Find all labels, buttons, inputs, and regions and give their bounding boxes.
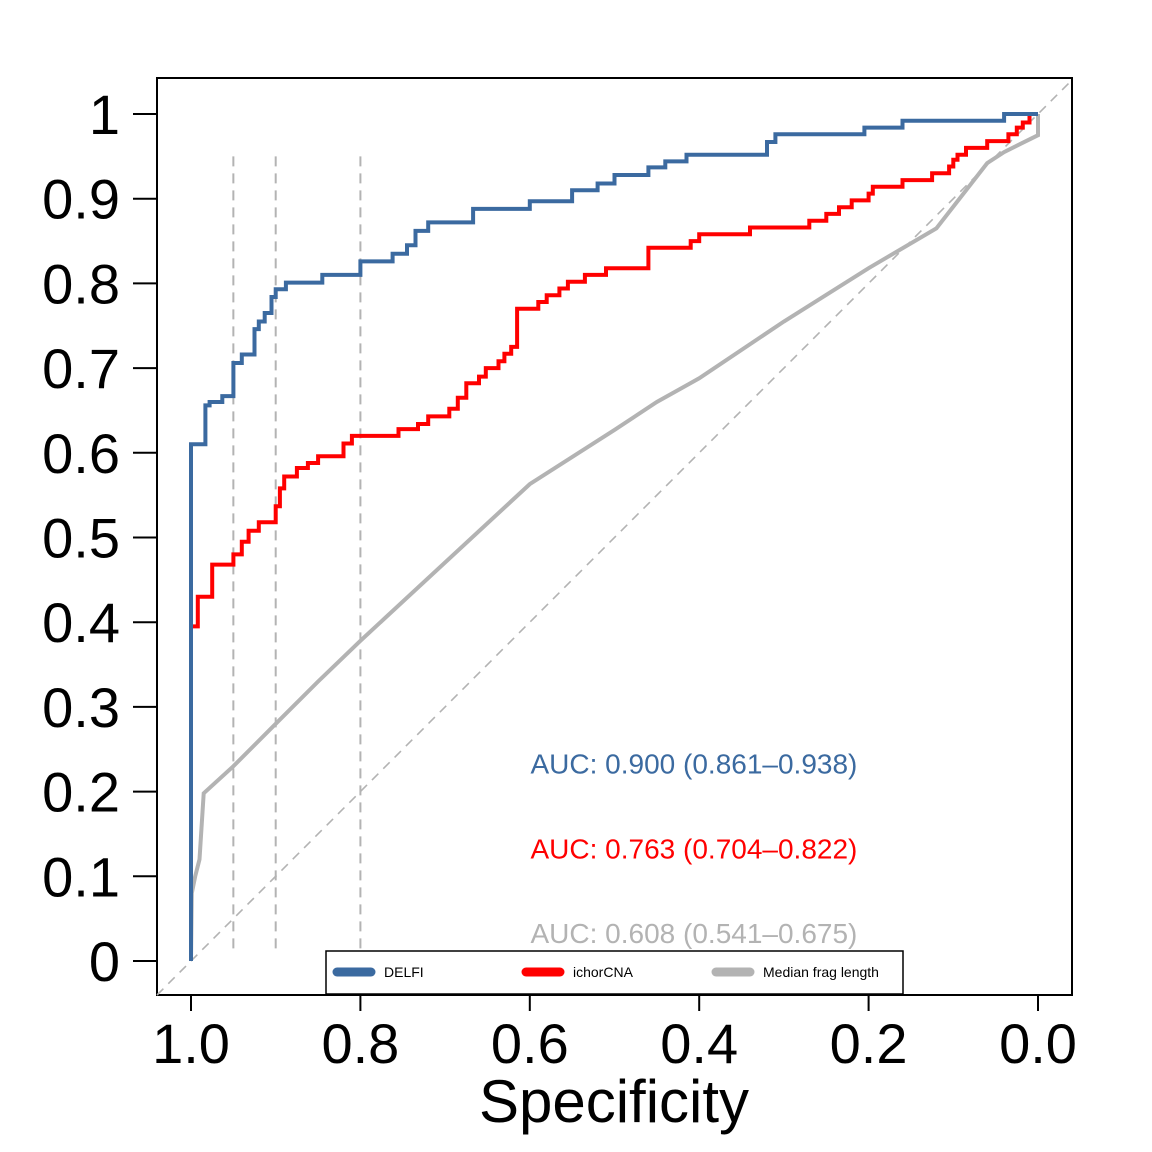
legend-label-1: ichorCNA (573, 964, 634, 980)
y-tick-label-7: 0.7 (42, 337, 120, 400)
x-tick-label-0: 1.0 (152, 1012, 230, 1075)
x-tick-label-1: 0.8 (321, 1012, 399, 1075)
x-axis-title: Specificity (479, 1068, 749, 1135)
y-tick-label-9: 0.9 (42, 168, 120, 231)
auc-annotations: AUC: 0.900 (0.861–0.938) AUC: 0.763 (0.70… (531, 749, 858, 949)
y-axis: 0 0.1 0.2 0.3 0.4 0.5 0.6 0.7 0.8 0.9 1 (42, 83, 158, 993)
legend-box (325, 950, 904, 995)
y-tick-label-5: 0.5 (42, 507, 120, 570)
auc-annotation-1: AUC: 0.763 (0.704–0.822) (531, 833, 858, 864)
y-tick-label-6: 0.6 (42, 422, 120, 485)
auc-annotation-2: AUC: 0.608 (0.541–0.675) (531, 918, 858, 949)
series-line-2 (189, 114, 1040, 962)
series-line-0 (189, 112, 1038, 961)
series-line-1 (189, 112, 1038, 961)
x-tick-label-4: 0.2 (830, 1012, 908, 1075)
x-tick-label-5: 0.0 (999, 1012, 1077, 1075)
auc-annotation-0: AUC: 0.900 (0.861–0.938) (531, 749, 858, 780)
y-tick-label-3: 0.3 (42, 676, 120, 739)
y-tick-label-2: 0.2 (42, 761, 120, 824)
y-tick-label-10: 1 (89, 83, 120, 146)
x-tick-label-3: 0.4 (660, 1012, 738, 1075)
series-layer (189, 112, 1040, 962)
x-axis: 1.0 0.8 0.6 0.4 0.2 0.0 (152, 994, 1077, 1075)
y-tick-label-1: 0.1 (42, 845, 120, 908)
x-tick-label-2: 0.6 (491, 1012, 569, 1075)
legend: DELFI ichorCNA Median frag length (325, 950, 904, 995)
diagonal-reference-line (156, 79, 1073, 996)
y-tick-label-4: 0.4 (42, 591, 120, 654)
legend-label-0: DELFI (384, 964, 424, 980)
y-tick-label-8: 0.8 (42, 252, 120, 315)
y-tick-label-0: 0 (89, 930, 120, 993)
legend-label-2: Median frag length (763, 964, 879, 980)
